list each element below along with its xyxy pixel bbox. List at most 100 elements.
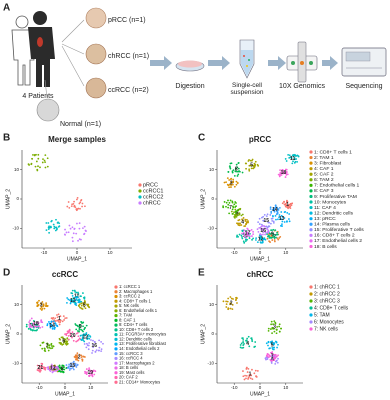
cell-point — [288, 154, 291, 157]
cell-point — [251, 378, 254, 381]
cell-point — [48, 321, 50, 323]
cell-point — [91, 373, 93, 375]
cell-point — [271, 236, 274, 239]
cell-point — [248, 345, 251, 348]
cell-point — [263, 225, 266, 228]
cell-point — [53, 227, 56, 230]
cell-point — [237, 219, 240, 222]
cell-point — [273, 346, 275, 349]
cell-point — [63, 368, 66, 371]
cell-point — [231, 303, 234, 306]
cell-point — [241, 219, 244, 222]
legend-label: 18: B cells — [314, 244, 337, 250]
cell-point — [40, 367, 43, 370]
cell-point — [260, 233, 263, 236]
cell-point — [275, 213, 278, 216]
legend-label: 12: Dendritic cells — [314, 210, 353, 216]
cell-point — [228, 201, 231, 204]
legend-swatch — [114, 361, 118, 365]
cell-point — [248, 374, 251, 377]
cell-point — [41, 161, 44, 164]
cell-cluster — [45, 218, 61, 234]
cell-point — [285, 170, 288, 173]
cell-point — [85, 346, 88, 349]
cell-point — [43, 159, 46, 162]
legend-label: 2: TAM 1 — [314, 155, 334, 161]
cell-point — [259, 241, 262, 244]
cell-point — [76, 196, 79, 199]
cell-point — [72, 367, 74, 369]
cell-point — [280, 327, 282, 330]
cell-point — [236, 302, 238, 304]
cell-point — [32, 154, 34, 156]
step-label: Sequencing — [346, 83, 383, 90]
cell-point — [253, 164, 256, 167]
cell-point — [76, 198, 78, 201]
cluster-label: 3 — [273, 325, 276, 331]
cell-cluster — [222, 199, 240, 215]
cell-point — [76, 354, 78, 356]
y-axis-label: UMAP_2 — [5, 324, 11, 344]
cell-point — [267, 344, 269, 347]
cell-point — [245, 222, 248, 225]
cell-point — [235, 163, 238, 166]
cell-point — [237, 208, 240, 211]
cell-point — [246, 238, 249, 241]
step-label: Single-cell suspension — [230, 82, 264, 96]
cell-point — [225, 303, 228, 306]
cluster-label: 15 — [70, 363, 76, 369]
cell-cluster — [58, 336, 70, 346]
cell-point — [246, 337, 249, 340]
cell-point — [27, 163, 30, 166]
legend-swatch — [138, 189, 142, 193]
cell-point — [283, 201, 285, 203]
cell-point — [50, 342, 53, 345]
cell-point — [278, 216, 280, 219]
cell-point — [25, 325, 28, 328]
cell-point — [34, 165, 37, 168]
cell-point — [85, 373, 88, 375]
cell-point — [241, 347, 243, 349]
cell-point — [29, 324, 32, 327]
cell-point — [81, 338, 84, 340]
cell-point — [80, 321, 83, 323]
cell-point — [86, 338, 89, 341]
cell-point — [288, 218, 290, 220]
cell-point — [39, 166, 41, 169]
cell-point — [98, 339, 101, 342]
legend-swatch — [309, 205, 313, 210]
cluster-label: 20 — [70, 333, 76, 339]
cell-point — [278, 206, 281, 209]
cell-point — [84, 326, 86, 329]
cell-point — [45, 229, 48, 232]
y-axis-label: UMAP_2 — [200, 189, 206, 209]
y-tick-label: 10 — [209, 167, 215, 172]
cell-point — [55, 228, 58, 231]
cell-point — [277, 208, 280, 211]
x-tick-label: 10 — [283, 385, 289, 390]
cell-point — [37, 304, 39, 307]
cluster-label: 2 — [230, 300, 233, 306]
cell-point — [41, 301, 44, 303]
cell-point — [248, 237, 251, 240]
cell-point — [74, 323, 77, 325]
cell-point — [80, 238, 82, 241]
legend-label: 5: TAM — [314, 312, 330, 318]
tissue-samples — [36, 7, 107, 122]
cell-point — [275, 360, 277, 363]
cluster-label: 8 — [61, 366, 64, 372]
cell-point — [239, 346, 242, 349]
cell-point — [232, 181, 235, 184]
cell-point — [78, 326, 81, 328]
cell-point — [247, 228, 249, 231]
legend-swatch — [138, 201, 142, 205]
cell-point — [269, 214, 272, 216]
step-label: 10X Genomics — [279, 83, 325, 90]
cluster-label: 11 — [290, 156, 296, 162]
x-tick-label: 0 — [259, 250, 262, 255]
cell-point — [286, 221, 288, 223]
cell-cluster — [257, 213, 275, 229]
cell-point — [264, 238, 267, 241]
cell-point — [292, 160, 294, 163]
